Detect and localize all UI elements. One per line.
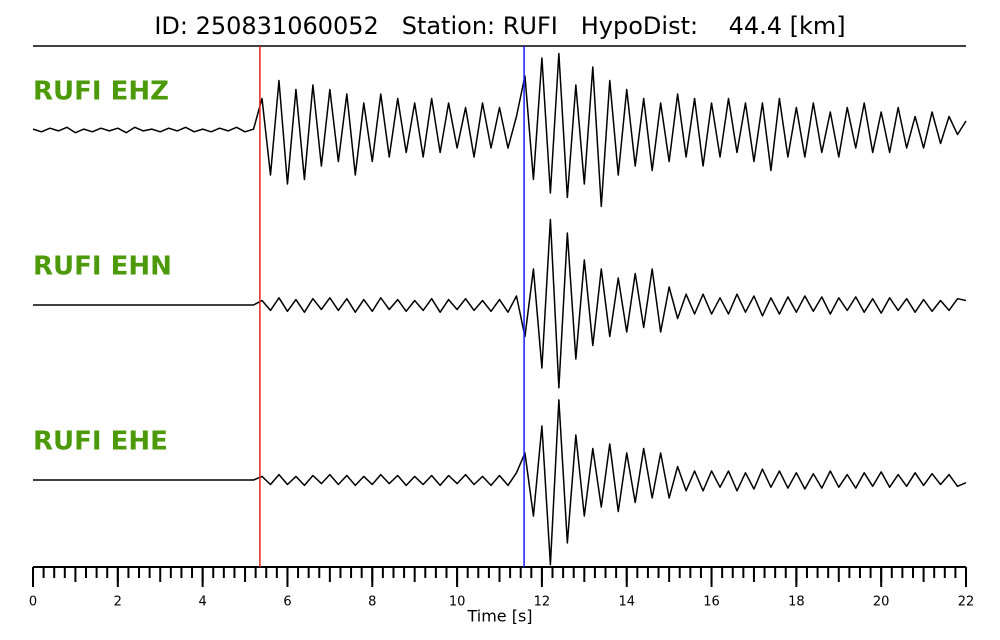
trace xyxy=(33,218,967,389)
x-tick-label: 14 xyxy=(618,595,635,610)
x-tick-label: 18 xyxy=(788,595,805,610)
trace-label: RUFI EHZ xyxy=(33,77,169,107)
trace-label: RUFI EHE xyxy=(33,427,168,457)
x-tick-label: 20 xyxy=(873,595,890,610)
x-tick-label: 10 xyxy=(449,595,466,610)
chart-title: ID: 250831060052 Station: RUFI HypoDist:… xyxy=(154,12,845,40)
x-tick-label: 6 xyxy=(283,595,291,610)
x-tick-label: 16 xyxy=(703,595,720,610)
x-tick-label: 2 xyxy=(114,595,122,610)
x-tick-label: 22 xyxy=(958,595,975,610)
trace-label: RUFI EHN xyxy=(33,252,172,282)
x-axis-label: Time [s] xyxy=(466,607,532,626)
trace xyxy=(32,52,967,208)
x-tick-label: 12 xyxy=(534,595,551,610)
trace xyxy=(33,399,967,566)
x-tick-label: 0 xyxy=(29,595,37,610)
x-tick-label: 4 xyxy=(198,595,206,610)
x-tick-label: 8 xyxy=(368,595,376,610)
